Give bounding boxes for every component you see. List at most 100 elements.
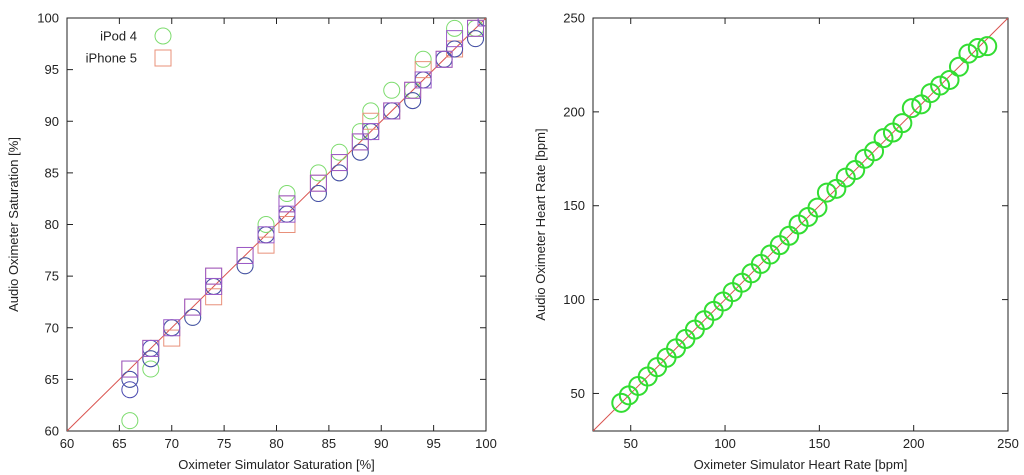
legend-marker xyxy=(154,27,172,45)
data-point xyxy=(383,102,401,120)
data-point xyxy=(309,164,327,182)
data-point xyxy=(163,329,181,347)
data-point xyxy=(435,50,453,68)
series-1 xyxy=(611,36,998,413)
data-point xyxy=(446,40,464,58)
x-tick-label: 250 xyxy=(997,436,1019,451)
x-tick-label: 90 xyxy=(374,436,388,451)
x-tick-label: 95 xyxy=(426,436,440,451)
data-point xyxy=(864,141,885,162)
data-point xyxy=(351,143,369,161)
data-point xyxy=(236,257,254,275)
data-point xyxy=(278,195,296,213)
data-point xyxy=(205,267,223,285)
legend: iPod 4 iPhone 5 xyxy=(86,27,172,67)
x-tick-label: 50 xyxy=(623,436,637,451)
data-point xyxy=(278,195,296,213)
data-point xyxy=(121,412,139,430)
plot-frame xyxy=(592,17,1009,432)
data-point xyxy=(236,246,254,264)
data-point xyxy=(184,298,202,316)
y-tick-label: 250 xyxy=(563,11,585,26)
y-tick-label: 95 xyxy=(45,62,59,77)
data-point xyxy=(330,143,348,161)
data-point xyxy=(892,113,913,134)
x-axis-label: Oximeter Simulator Saturation [%] xyxy=(178,457,375,472)
data-point xyxy=(467,30,485,48)
y-tick-label: 50 xyxy=(571,386,585,401)
y-tick-label: 100 xyxy=(37,11,59,26)
data-point xyxy=(930,75,951,96)
data-point xyxy=(414,71,432,89)
y-tick-label: 200 xyxy=(563,104,585,119)
plot-area xyxy=(593,18,1008,431)
legend-label: iPhone 5 xyxy=(86,51,137,66)
data-point xyxy=(205,267,223,285)
chart-panel-2: 50 100 150 200 250 50 100 150 200 250 Oximeter Sim… xyxy=(533,11,1019,473)
y-tick-label: 70 xyxy=(45,320,59,335)
data-point xyxy=(948,56,969,77)
y-axis-label: Audio Oximeter Saturation [%] xyxy=(6,137,21,312)
data-point xyxy=(446,30,464,48)
data-point xyxy=(205,277,223,295)
x-tick-label: 150 xyxy=(809,436,831,451)
data-point xyxy=(362,102,380,120)
data-point xyxy=(414,61,432,79)
data-point xyxy=(901,98,922,119)
data-point xyxy=(330,154,348,172)
x-tick-label: 85 xyxy=(322,436,336,451)
data-point xyxy=(939,69,960,90)
data-point xyxy=(163,319,181,337)
data-point xyxy=(351,123,369,141)
data-point xyxy=(351,133,369,151)
y-tick-label: 100 xyxy=(563,292,585,307)
data-point xyxy=(330,164,348,182)
data-point xyxy=(873,128,894,149)
data-point xyxy=(205,288,223,306)
y-tick-label: 150 xyxy=(563,198,585,213)
data-point xyxy=(184,308,202,326)
data-point xyxy=(278,185,296,203)
x-tick-label: 60 xyxy=(60,436,74,451)
legend-marker xyxy=(154,49,172,67)
data-point xyxy=(446,19,464,37)
series-3 xyxy=(121,18,486,399)
series-1 xyxy=(121,18,486,430)
data-point xyxy=(142,339,160,357)
y-tick-label: 90 xyxy=(45,114,59,129)
plot-area xyxy=(67,18,486,431)
y-tick-label: 65 xyxy=(45,372,59,387)
y-tick-label: 80 xyxy=(45,217,59,232)
data-point xyxy=(257,226,275,244)
data-point xyxy=(611,392,632,413)
x-tick-label: 75 xyxy=(217,436,231,451)
data-point xyxy=(142,350,160,368)
x-axis-label: Oximeter Simulator Heart Rate [bpm] xyxy=(694,457,908,472)
data-point xyxy=(467,19,485,37)
data-point xyxy=(958,43,979,64)
x-tick-label: 100 xyxy=(475,436,497,451)
data-point xyxy=(121,360,139,378)
data-point xyxy=(278,205,296,223)
data-point xyxy=(404,92,422,110)
data-point xyxy=(383,81,401,99)
data-point xyxy=(278,216,296,233)
x-tick-label: 80 xyxy=(269,436,283,451)
x-tick-label: 100 xyxy=(714,436,736,451)
data-point xyxy=(977,36,998,57)
data-point xyxy=(816,182,837,203)
identity-line xyxy=(593,18,1008,431)
x-tick-label: 200 xyxy=(903,436,925,451)
x-tick-label: 70 xyxy=(165,436,179,451)
data-point xyxy=(967,38,988,59)
data-point xyxy=(362,112,380,130)
y-axis-label: Audio Oximeter Heart Rate [bpm] xyxy=(533,128,548,320)
data-point xyxy=(414,50,432,68)
y-tick-label: 60 xyxy=(45,424,59,439)
data-point xyxy=(309,185,327,203)
y-tick-label: 75 xyxy=(45,269,59,284)
data-point xyxy=(807,197,828,218)
x-tick-label: 65 xyxy=(112,436,126,451)
data-point xyxy=(404,81,422,99)
